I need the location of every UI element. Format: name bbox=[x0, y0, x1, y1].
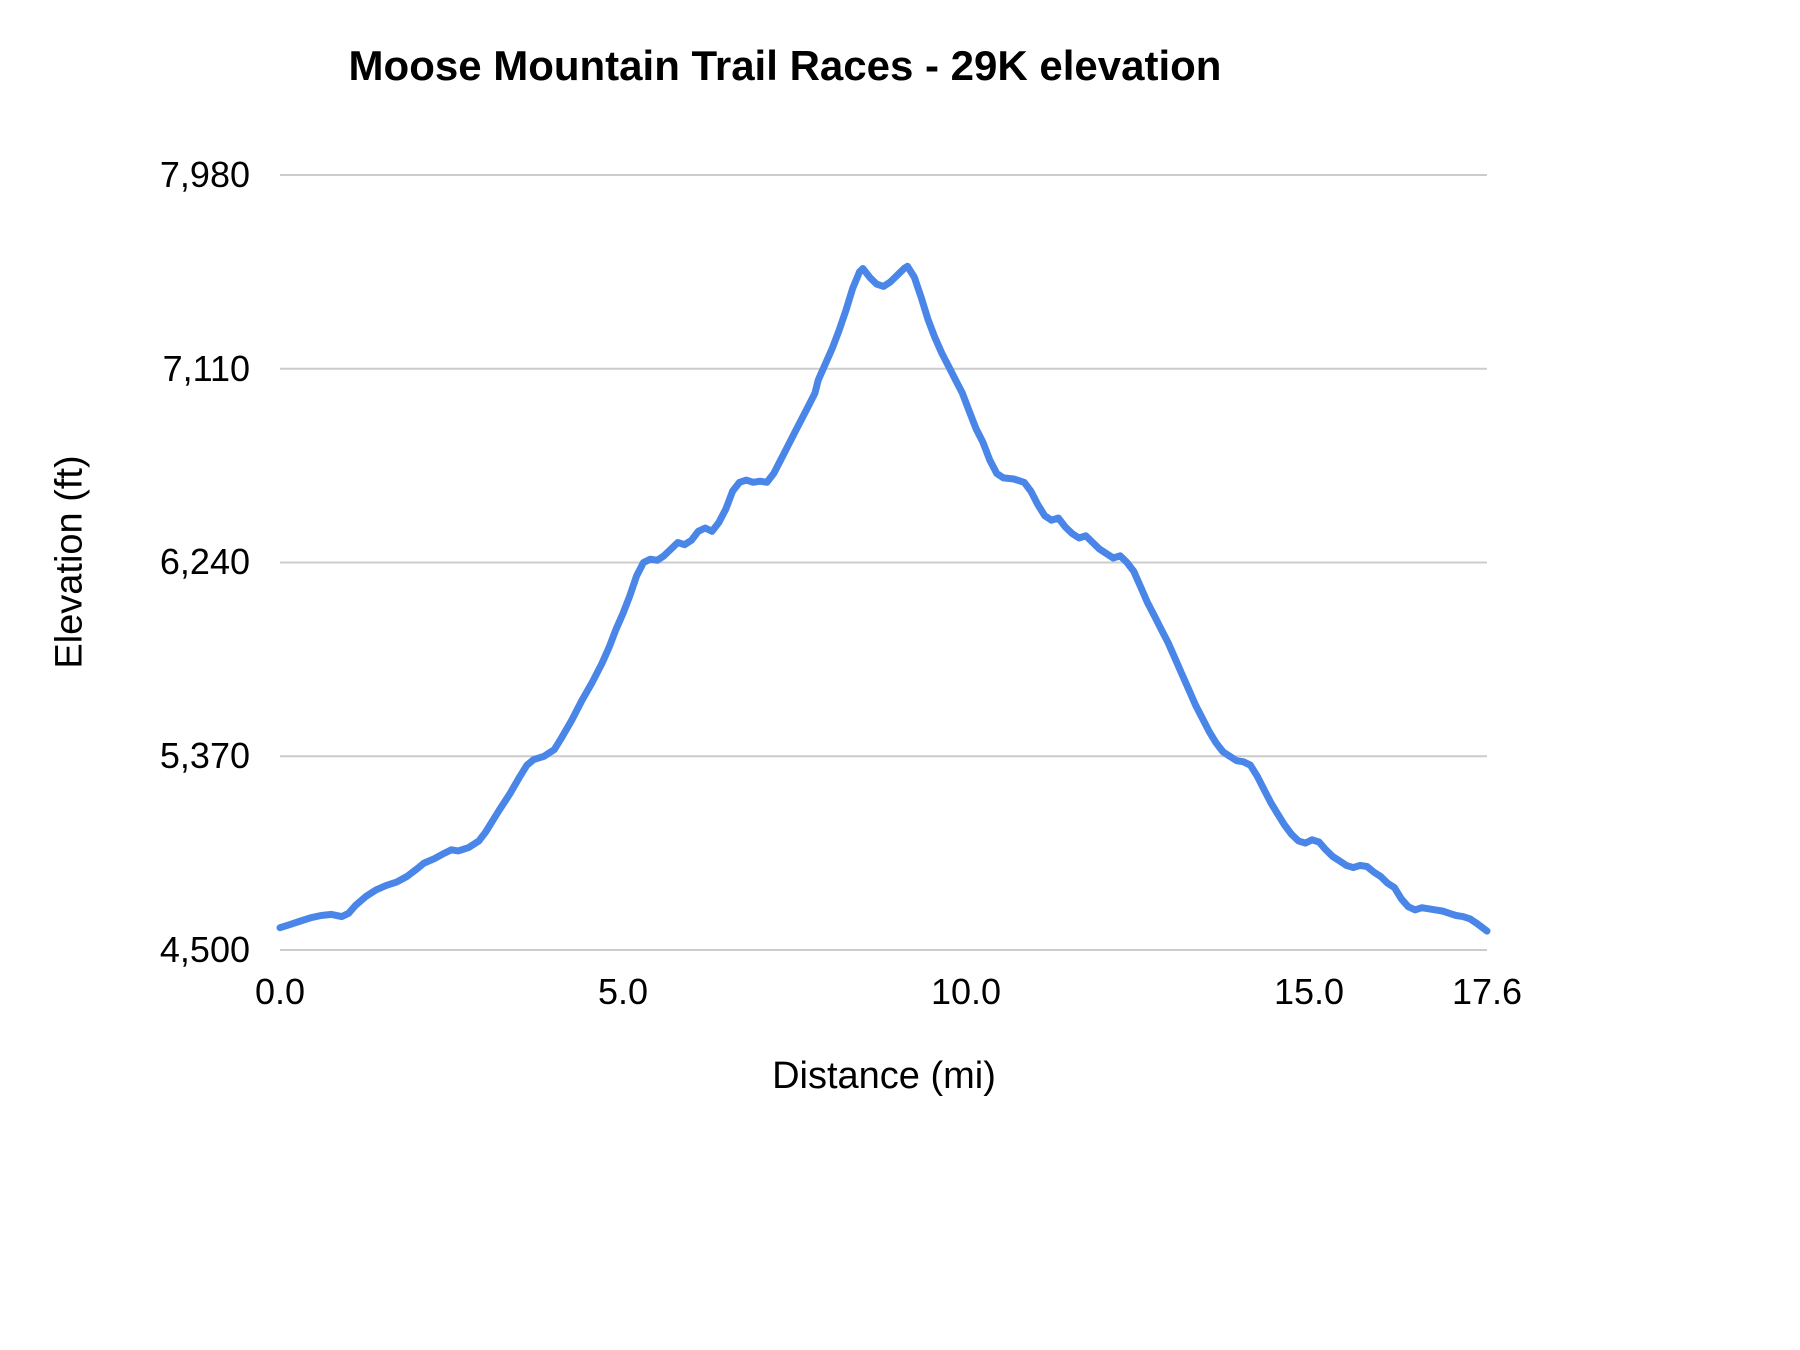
y-tick-label: 6,240 bbox=[159, 541, 250, 582]
x-tick-label: 15.0 bbox=[1273, 971, 1345, 1012]
x-tick-label: 17.6 bbox=[1451, 971, 1523, 1012]
y-tick-label: 4,500 bbox=[159, 929, 250, 970]
y-tick-label: 7,980 bbox=[159, 154, 250, 195]
x-tick-label: 5.0 bbox=[597, 971, 649, 1012]
chart-title: Moose Mountain Trail Races - 29K elevati… bbox=[348, 42, 1222, 89]
x-tick-label: 10.0 bbox=[930, 971, 1002, 1012]
y-tick-label: 7,110 bbox=[162, 348, 250, 389]
x-axis-title: Distance (mi) bbox=[772, 1055, 996, 1097]
y-axis-title: Elevation (ft) bbox=[48, 455, 91, 669]
elevation-series-line bbox=[276, 262, 1491, 935]
y-tick-label: 5,370 bbox=[159, 735, 250, 776]
x-tick-label: 0.0 bbox=[254, 971, 306, 1012]
